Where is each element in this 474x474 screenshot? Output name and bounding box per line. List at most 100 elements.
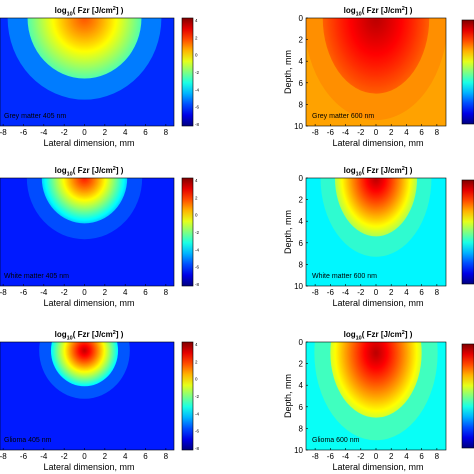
y-tick-label: 4	[299, 217, 304, 226]
x-tick-label: 0	[374, 128, 379, 137]
x-axis-label: Lateral dimension, mm	[43, 138, 134, 148]
colorbar	[461, 19, 474, 125]
x-tick-label: 6	[143, 288, 148, 297]
x-tick-label: 2	[103, 288, 108, 297]
colorbar-tick-label: -8	[195, 282, 199, 287]
y-tick-label: 8	[299, 424, 304, 433]
heatmap-field	[306, 178, 446, 286]
x-tick-label: 6	[419, 288, 424, 297]
x-axis-label: Lateral dimension, mm	[332, 138, 423, 148]
heatmap-field	[0, 178, 174, 286]
x-tick-label: -8	[0, 288, 7, 297]
x-tick-label: -8	[0, 452, 7, 461]
x-tick-label: 8	[164, 288, 169, 297]
colorbar-tick-label: -2	[195, 394, 199, 399]
x-tick-label: 4	[404, 288, 409, 297]
x-tick-label: 4	[123, 452, 128, 461]
colorbar-tick-label: -4	[195, 247, 199, 252]
colorbar	[181, 177, 194, 287]
x-tick-label: 0	[82, 128, 87, 137]
colorbar-tick-label: 2	[195, 195, 198, 200]
y-tick-label: 10	[294, 122, 303, 131]
x-tick-label: -6	[20, 452, 28, 461]
x-axis-label: Lateral dimension, mm	[43, 462, 134, 472]
colorbar-tick-label: 0	[195, 213, 198, 218]
y-tick-label: 8	[299, 100, 304, 109]
x-tick-label: -2	[61, 288, 69, 297]
x-tick-label: 8	[164, 452, 169, 461]
heatmap-panel-1: log10( Fzr [J/cm2] ) Grey matter 405 nm -8…	[0, 6, 199, 148]
x-tick-label: -2	[357, 128, 365, 137]
x-tick-label: -2	[357, 452, 365, 461]
colorbar-tick-label: 4	[195, 178, 198, 183]
y-tick-label: 0	[299, 174, 304, 183]
x-tick-label: -6	[327, 128, 335, 137]
x-tick-label: -6	[20, 128, 28, 137]
x-tick-label: -8	[312, 452, 320, 461]
x-tick-label: 0	[82, 288, 87, 297]
x-tick-label: 8	[164, 128, 169, 137]
x-tick-label: 4	[123, 128, 128, 137]
x-tick-label: 4	[404, 128, 409, 137]
x-tick-label: 0	[374, 288, 379, 297]
x-tick-label: 0	[374, 452, 379, 461]
plot-frame	[0, 341, 175, 451]
heatmap-panel-3: log10( Fzr [J/cm2] ) White matter 405 nm -…	[0, 166, 199, 308]
x-tick-label: 8	[435, 288, 440, 297]
x-tick-label: -4	[40, 452, 48, 461]
y-tick-label: 4	[299, 57, 304, 66]
colorbar-tick-label: -6	[195, 429, 199, 434]
x-tick-label: -6	[327, 452, 335, 461]
panel-annotation: Grey matter 600 nm	[312, 113, 374, 120]
colorbar	[461, 343, 474, 449]
x-tick-label: 2	[389, 128, 394, 137]
panel-annotation: White matter 600 nm	[312, 273, 377, 280]
colorbar-tick-label: -8	[195, 446, 199, 451]
panel-annotation: Grey matter 405 nm	[4, 113, 66, 120]
panel-annotation: White matter 405 nm	[4, 273, 69, 280]
x-tick-label: 2	[103, 452, 108, 461]
x-tick-label: -8	[312, 128, 320, 137]
y-axis-label: Depth, mm	[283, 374, 293, 418]
colorbar-tick-label: -2	[195, 70, 199, 75]
heatmap-field	[306, 18, 446, 126]
colorbar	[181, 17, 194, 127]
colorbar-tick-label: -8	[195, 122, 199, 127]
x-tick-label: 8	[435, 128, 440, 137]
y-axis-label: Depth, mm	[283, 50, 293, 94]
x-tick-label: 6	[143, 128, 148, 137]
plot-title: log10( Fzr [J/cm2] )	[344, 6, 413, 18]
x-tick-label: 4	[404, 452, 409, 461]
colorbar-tick-label: 4	[195, 342, 198, 347]
x-tick-label: -4	[342, 452, 350, 461]
y-tick-label: 6	[299, 403, 304, 412]
y-tick-label: 2	[299, 360, 304, 369]
panel-annotation: Glioma 405 nm	[4, 437, 52, 444]
y-tick-label: 6	[299, 79, 304, 88]
y-tick-label: 6	[299, 239, 304, 248]
plot-title: log10( Fzr [J/cm2] )	[55, 166, 124, 178]
plot-title: log10( Fzr [J/cm2] )	[55, 330, 124, 342]
x-tick-label: -8	[312, 288, 320, 297]
heatmap-field	[0, 18, 174, 126]
y-axis-label: Depth, mm	[283, 210, 293, 254]
x-tick-label: -2	[357, 288, 365, 297]
x-tick-label: -2	[61, 128, 69, 137]
heatmap-panel-4: log10( Fzr [J/cm2] ) White matter 600 nm -…	[283, 166, 474, 308]
heatmap-panel-5: log10( Fzr [J/cm2] ) Glioma 405 nm -8 -6 -4 -…	[0, 330, 199, 472]
y-tick-label: 2	[299, 36, 304, 45]
y-tick-label: 2	[299, 196, 304, 205]
x-tick-label: 6	[143, 452, 148, 461]
x-axis-label: Lateral dimension, mm	[332, 298, 423, 308]
colorbar	[181, 341, 194, 451]
heatmap-band	[375, 18, 377, 20]
x-tick-label: 8	[435, 452, 440, 461]
x-tick-label: 2	[389, 452, 394, 461]
colorbar-tick-label: 2	[195, 359, 198, 364]
x-tick-label: -4	[40, 288, 48, 297]
colorbar-tick-label: -2	[195, 230, 199, 235]
x-tick-label: 6	[419, 452, 424, 461]
x-tick-label: -2	[61, 452, 69, 461]
